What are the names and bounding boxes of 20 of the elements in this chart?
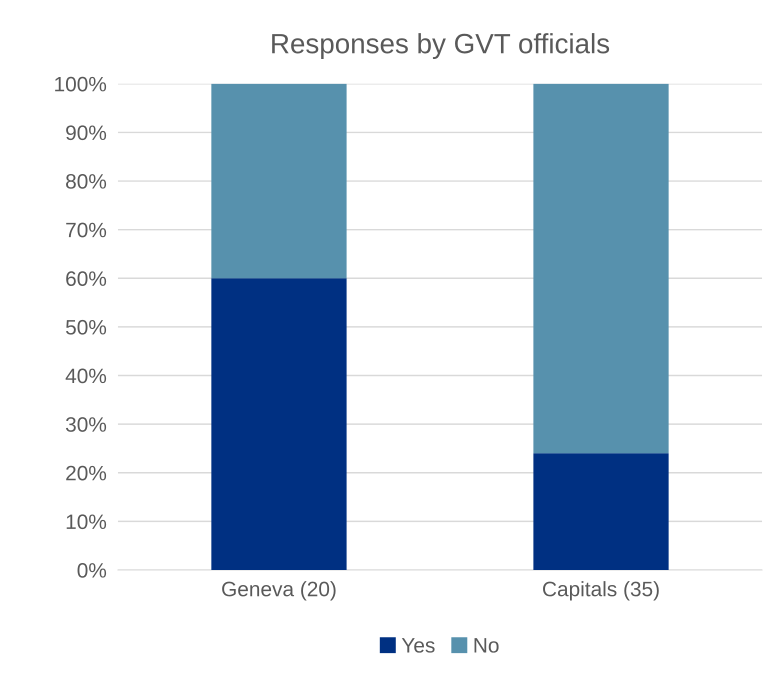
bar [533,453,669,570]
y-tick-label: 60% [66,271,106,286]
x-tick-label: Geneva (20) [222,581,336,601]
y-tick-label: 10% [66,514,106,530]
legend-label: No [474,638,499,653]
y-tick-label: 80% [66,174,106,189]
y-tick-label: 40% [66,368,106,384]
y-tick-label: 100% [55,76,106,92]
y-tick-label: 0% [78,563,106,578]
y-tick-label: 70% [66,222,106,238]
y-tick-label: 20% [66,466,106,481]
bar [533,84,669,454]
y-tick-label: 50% [66,320,106,335]
bar [211,84,347,278]
y-tick-label: 90% [66,125,106,140]
legend-label: Yes [402,638,435,653]
chart-title: Responses by GVT officials [272,33,610,59]
x-tick-label: Capitals (35) [543,581,659,601]
y-tick-label: 30% [66,417,106,432]
bar [211,278,347,570]
